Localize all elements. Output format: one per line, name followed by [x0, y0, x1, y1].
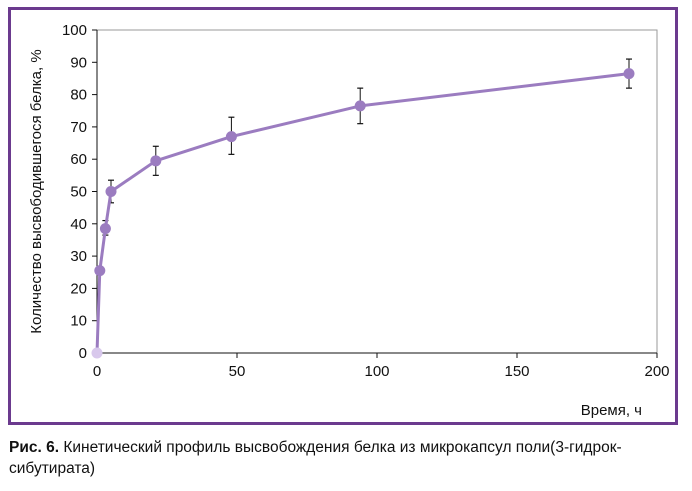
data-point	[105, 186, 117, 197]
x-tick-label: 150	[504, 363, 529, 380]
x-tick-label: 50	[229, 363, 246, 380]
y-axis: 0 10 20 30 40 50 60 70 80 90 100	[62, 22, 98, 362]
data-point	[354, 100, 366, 112]
figure-label: Рис. 6.	[9, 439, 60, 456]
data-point	[150, 155, 162, 167]
y-tick-label: 20	[70, 280, 87, 297]
plot-border	[96, 29, 658, 354]
y-tick-label: 0	[79, 345, 87, 362]
series-layer	[91, 68, 635, 359]
y-tick-label: 100	[62, 22, 87, 39]
figure-caption-text: Кинетический профиль высвобождения белка…	[9, 439, 622, 477]
y-tick-label: 40	[70, 216, 87, 233]
x-axis-title: Время, ч	[581, 402, 642, 419]
error-bars	[96, 58, 632, 275]
y-tick-label: 70	[70, 119, 87, 136]
plot-area	[96, 29, 658, 354]
y-tick-label: 60	[70, 151, 87, 168]
chart-frame: 0 10 20 30 40 50 60 70 80 90 100 0 50 100 150 200 Коли…	[8, 7, 678, 425]
data-point	[91, 347, 103, 359]
x-tick-label: 200	[644, 363, 669, 380]
y-tick-label: 30	[70, 248, 87, 265]
x-tick-label: 0	[93, 363, 101, 380]
y-tick-label: 10	[70, 313, 87, 330]
figure-caption: Рис. 6. Кинетический профиль высвобожден…	[9, 437, 685, 479]
y-tick-label: 90	[70, 54, 87, 71]
data-point	[94, 265, 106, 277]
y-axis-title: Количество высвободившегося белка, %	[28, 49, 45, 333]
x-axis: 0 50 100 150 200	[93, 352, 670, 380]
data-point	[99, 223, 111, 235]
data-point	[225, 131, 237, 143]
y-tick-label: 80	[70, 87, 87, 104]
line-chart: 0 10 20 30 40 50 60 70 80 90 100 0 50 100 150 200 Коли…	[28, 22, 670, 419]
data-point	[623, 68, 635, 80]
series-line	[95, 72, 630, 354]
x-tick-label: 100	[364, 363, 389, 380]
y-tick-label: 50	[70, 184, 87, 201]
